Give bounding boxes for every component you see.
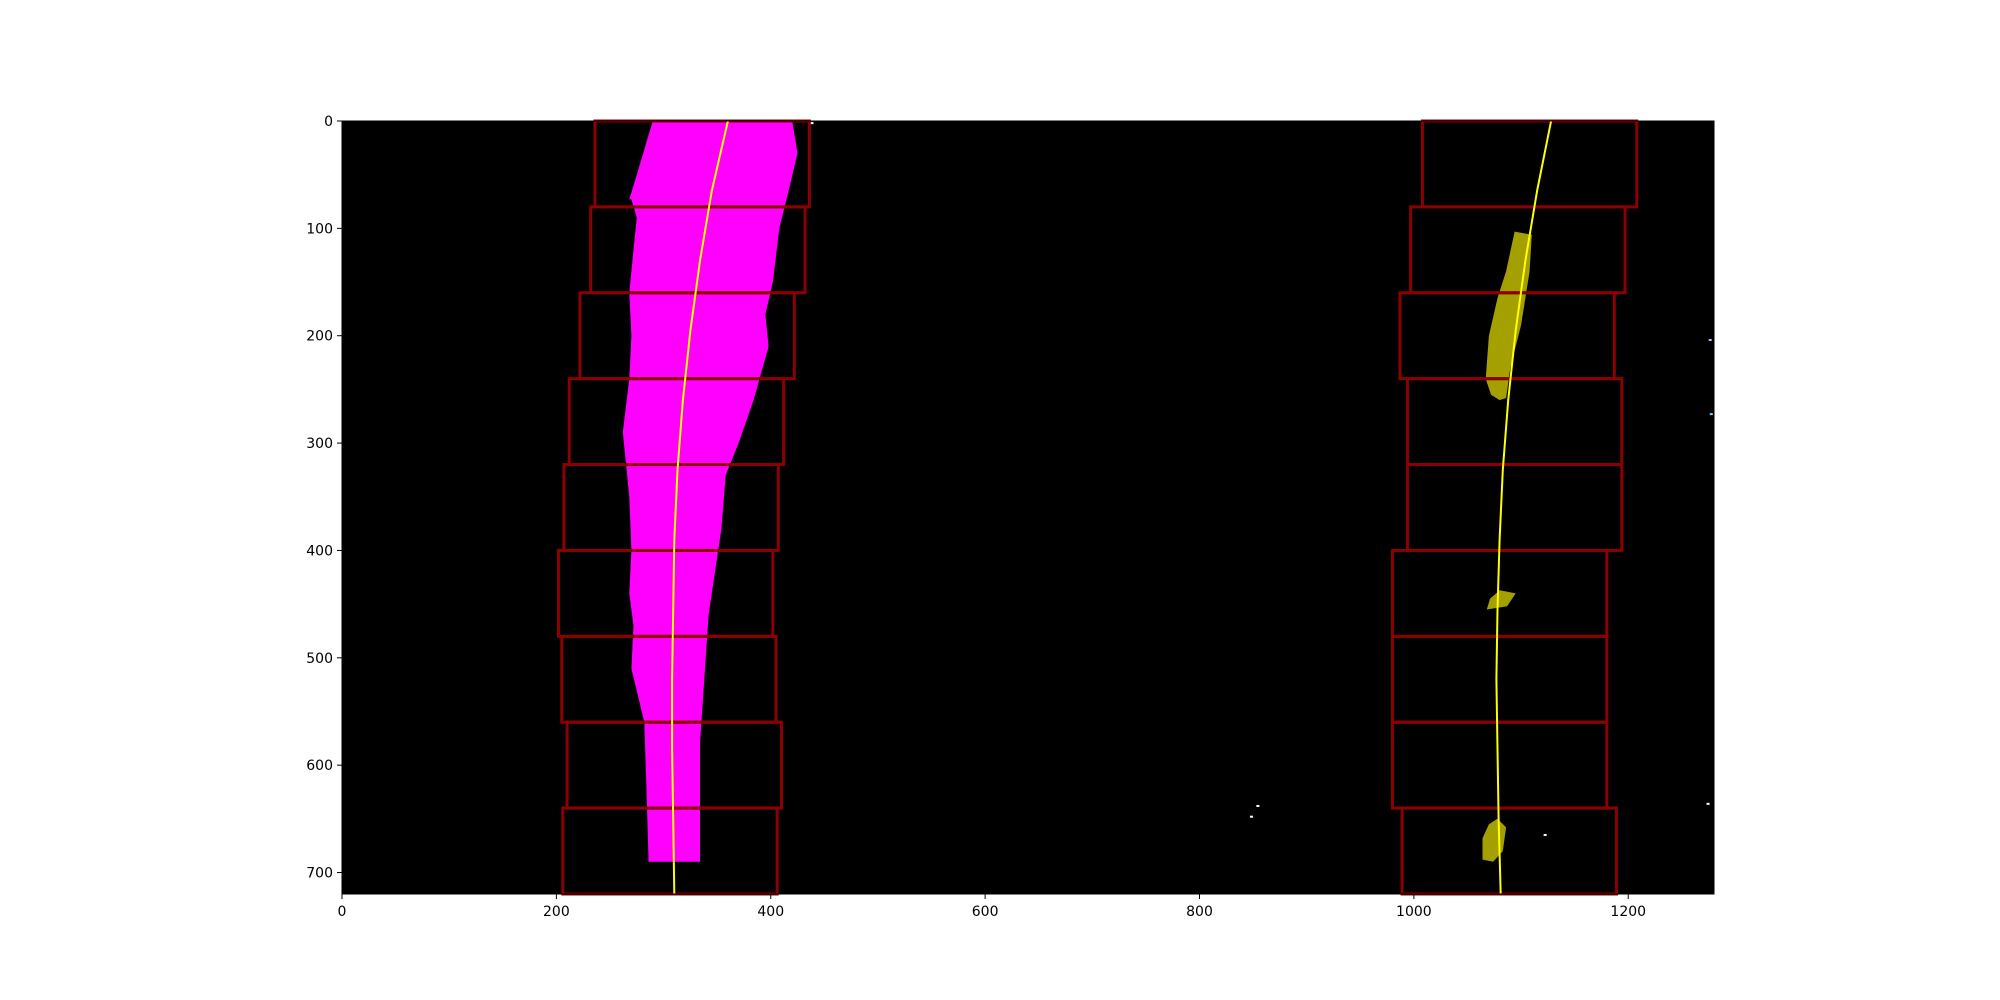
noise-speck-1 [1249,815,1253,818]
x-tick-label: 200 [543,904,570,920]
axes-frame [341,120,1715,895]
left-lane-pixels [622,121,798,862]
x-tick-label: 800 [1186,904,1213,920]
noise-speck-3 [1543,833,1547,836]
y-tick-label: 700 [306,866,333,882]
x-tick-label: 1000 [1396,904,1432,920]
y-tick-label: 500 [306,651,333,667]
noise-speck-4 [1708,339,1712,342]
plot-area [557,119,1713,896]
noise-speck-5 [1709,413,1713,416]
x-tick-label: 1200 [1610,904,1646,920]
left-fit-line [671,120,729,895]
plot-background [342,121,1714,894]
right-fit-line [1495,120,1553,895]
axes: 0 200 400 600 800 1000 1200 0 100 200 300 400 500 600… [306,114,1715,920]
x-tick-label: 600 [972,904,999,920]
x-tick-label: 0 [338,904,347,920]
y-tick-label: 600 [306,758,333,774]
y-tick-label: 0 [324,114,333,130]
right-lane-blob-1 [1485,231,1532,401]
noise-speck-2 [1256,804,1260,807]
y-tick-label: 400 [306,543,333,559]
right-lane-blob-2 [1486,590,1516,610]
noise-speck-7 [810,122,814,125]
noise-speck-6 [1706,802,1710,805]
y-tick-label: 200 [306,329,333,345]
x-tick-label: 400 [757,904,784,920]
y-tick-label: 300 [306,436,333,452]
y-tick-label: 100 [306,221,333,237]
